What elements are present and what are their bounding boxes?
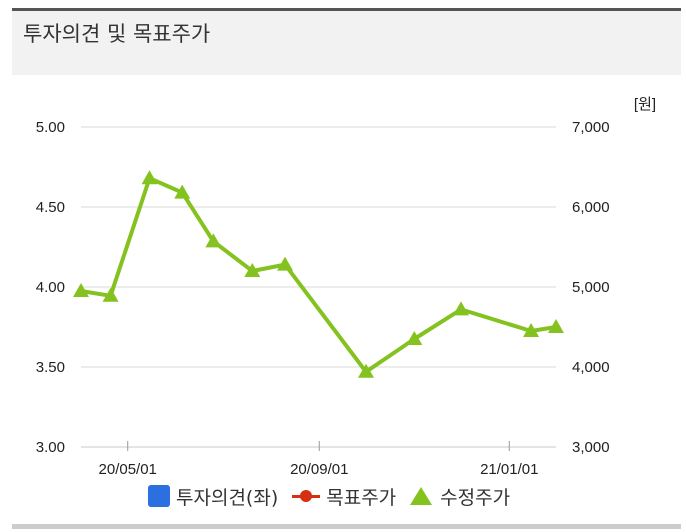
adjusted-price-point xyxy=(277,256,294,271)
legend-label-adjusted-price: 수정주가 xyxy=(440,486,511,509)
legend-square-icon xyxy=(148,485,170,507)
left-axis-tick-label: 3.00 xyxy=(36,439,65,456)
right-axis-tick-label: 3,000 xyxy=(572,439,610,456)
adjusted-price-point xyxy=(102,287,119,302)
right-axis-tick-label: 4,000 xyxy=(572,359,610,376)
right-axis-tick-label: 7,000 xyxy=(572,119,610,136)
adjusted-price-point xyxy=(406,331,423,345)
legend-line-dot-icon xyxy=(292,486,321,506)
legend-label-target-price: 목표주가 xyxy=(326,486,397,509)
left-axis-tick-label: 5.00 xyxy=(36,119,65,136)
adjusted-price-point xyxy=(453,301,469,316)
legend-item-adjusted-price[interactable]: 수정주가 xyxy=(410,483,510,510)
adjusted-price-point xyxy=(358,363,374,378)
right-axis-tick-label: 6,000 xyxy=(572,199,610,216)
left-axis-tick-label: 4.50 xyxy=(36,199,65,216)
legend-item-target-price[interactable]: 목표주가 xyxy=(292,483,396,510)
adjusted-price-point xyxy=(174,184,191,199)
left-axis-tick-label: 3.50 xyxy=(36,359,65,376)
legend-label-opinion: 투자의견(좌) xyxy=(176,486,279,509)
x-axis-tick-label: 20/09/01 xyxy=(290,461,348,478)
left-axis-tick-label: 4.00 xyxy=(36,279,65,296)
right-axis-tick-label: 5,000 xyxy=(572,279,610,296)
unit-label: [원] xyxy=(634,96,656,113)
x-axis-tick-label: 20/05/01 xyxy=(99,461,157,478)
chart-legend: 투자의견(좌) 목표주가 수정주가 xyxy=(148,482,524,510)
adjusted-price-point xyxy=(548,319,564,333)
legend-triangle-icon xyxy=(410,487,433,505)
adjusted-price-line xyxy=(80,176,557,374)
panel-header xyxy=(12,11,681,75)
x-axis-tick-label: 21/01/01 xyxy=(480,461,538,478)
adjusted-price-point xyxy=(141,170,158,185)
panel-title: 투자의견 및 목표주가 xyxy=(23,22,211,46)
adjusted-price-point xyxy=(205,233,222,248)
panel-top-border xyxy=(12,8,681,11)
adjusted-price-point xyxy=(73,283,89,297)
adjusted-price-point xyxy=(523,323,540,337)
panel-bottom-border xyxy=(12,524,681,529)
legend-item-opinion[interactable]: 투자의견(좌) xyxy=(148,483,278,510)
adjusted-price-point xyxy=(244,263,261,277)
